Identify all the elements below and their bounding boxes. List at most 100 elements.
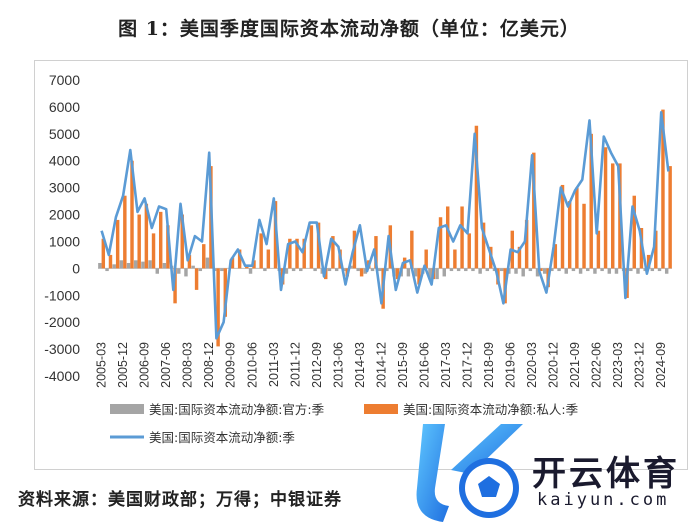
x-tick-label: 2010-06 [245, 342, 259, 388]
official-bar [657, 268, 662, 272]
private-bar [481, 222, 486, 269]
private-bar [560, 184, 565, 269]
x-tick-label: 2007-06 [159, 342, 173, 388]
private-bar [302, 238, 306, 269]
official-bar [478, 268, 482, 274]
y-tick-label: 4000 [49, 153, 80, 169]
y-tick-label: 5000 [49, 126, 80, 142]
x-tick-label: 2012-09 [310, 342, 324, 388]
x-tick-label: 2014-03 [353, 342, 367, 388]
private-bar [438, 217, 443, 269]
x-tick-label: 2016-06 [417, 342, 431, 388]
official-bar [471, 268, 475, 272]
official-bar [363, 268, 368, 274]
private-bar [158, 211, 163, 269]
official-bar [119, 260, 124, 269]
official-bar [442, 268, 446, 277]
private-bar [524, 219, 529, 269]
private-bar [230, 257, 235, 269]
official-bar [126, 262, 131, 269]
private-bar [453, 249, 457, 269]
official-bar [636, 268, 640, 274]
official-bar [299, 268, 303, 272]
x-tick-label: 2015-09 [396, 342, 410, 388]
private-bar [288, 238, 292, 269]
private-bar [331, 236, 335, 269]
official-bar [134, 260, 138, 269]
official-bar [191, 265, 195, 269]
legend-label-private: 美国:国际资本流动净额:私人:季 [403, 402, 579, 417]
chart-legend: 美国:国际资本流动净额:官方:季 美国:国际资本流动净额:私人:季 美国:国际资… [110, 402, 579, 445]
official-bar [535, 268, 540, 277]
private-bar [266, 249, 271, 269]
x-tick-label: 2005-03 [95, 342, 109, 388]
private-bar [424, 249, 428, 269]
official-bar [550, 268, 554, 272]
private-bar [460, 206, 464, 269]
x-tick-label: 2006-09 [138, 342, 152, 388]
chart-svg: -4000 -3000 -2000 -1000 0 1000 2000 3000 4000 500… [44, 72, 672, 445]
official-bar [162, 262, 167, 269]
watermark-name: 开云体育 [532, 454, 680, 494]
private-bar [259, 233, 263, 269]
official-bar [313, 268, 317, 272]
official-bar [449, 268, 454, 272]
private-bar [646, 254, 651, 269]
x-tick-label: 2013-06 [331, 342, 345, 388]
x-tick-label: 2020-03 [525, 342, 539, 388]
private-bar [295, 238, 299, 269]
official-bar [263, 268, 267, 272]
private-bar [539, 268, 543, 272]
x-tick-label: 2020-12 [547, 342, 561, 388]
watermark-url: kaiyun.com [537, 490, 670, 510]
x-tick-label: 2021-09 [568, 342, 582, 388]
chart-frame [34, 60, 688, 470]
legend-label-total: 美国:国际资本流动净额:季 [149, 430, 295, 445]
y-tick-label: -3000 [44, 341, 80, 357]
private-bar [417, 268, 421, 285]
official-bar [112, 264, 116, 269]
private-bar [374, 236, 378, 269]
private-bar [632, 195, 636, 269]
y-tick-label: 7000 [49, 72, 80, 88]
official-bar [607, 268, 612, 274]
official-bar [198, 268, 203, 272]
private-bar [445, 206, 450, 269]
official-bar [629, 268, 633, 272]
private-bar [151, 233, 156, 269]
official-bar [456, 268, 461, 272]
official-bar [578, 268, 583, 274]
official-bar [593, 268, 597, 274]
x-tick-label: 2017-03 [439, 342, 453, 388]
official-bar [291, 268, 296, 272]
private-bar [194, 268, 199, 290]
private-bar [467, 233, 471, 269]
private-bar [575, 187, 579, 269]
official-bar [571, 268, 576, 272]
private-bar [661, 109, 665, 269]
official-bar [542, 268, 547, 274]
private-bar [589, 133, 593, 269]
official-bar [464, 268, 468, 272]
private-bar [123, 195, 127, 269]
y-tick-label: -4000 [44, 368, 80, 384]
private-bar [582, 203, 586, 269]
private-bar [596, 230, 601, 269]
official-bar [327, 268, 332, 272]
official-bar [385, 268, 389, 272]
x-tick-label: 2008-12 [202, 342, 216, 388]
official-bar [586, 268, 590, 272]
private-bar [223, 268, 228, 317]
official-bar [614, 268, 619, 274]
official-bar [349, 265, 353, 269]
private-bar [173, 268, 177, 304]
watermark-logo: 开云体育 kaiyun.com [405, 418, 695, 528]
official-bar [98, 262, 102, 269]
private-bar [252, 260, 256, 269]
official-bar [514, 268, 518, 274]
official-bar [664, 268, 669, 274]
official-bar [521, 268, 525, 277]
private-bar [137, 214, 141, 269]
private-bar [108, 254, 113, 269]
y-tick-label: -2000 [44, 314, 80, 330]
